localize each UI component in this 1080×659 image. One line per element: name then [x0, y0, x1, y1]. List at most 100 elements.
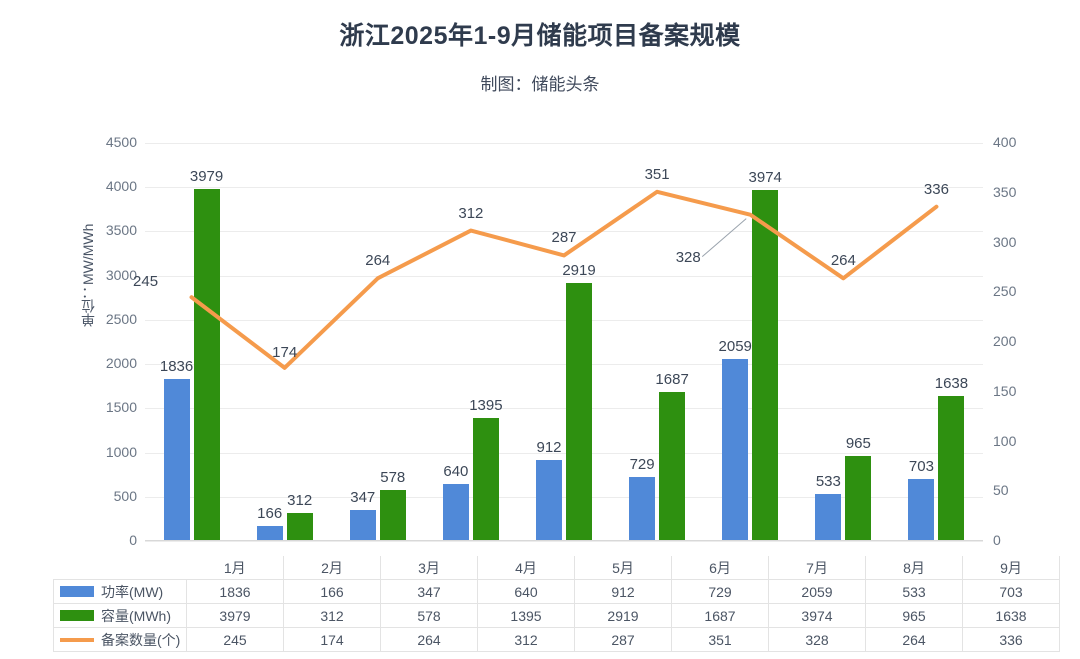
- legend-label: 功率(MW): [101, 583, 164, 600]
- bar-label-capacity: 965: [845, 434, 871, 452]
- bar-capacity: [472, 417, 499, 541]
- table-cell: 2059: [768, 579, 866, 604]
- table-column-header-month: 7月: [768, 556, 866, 580]
- label-leader-line: [701, 218, 747, 258]
- table-column-header-month: 5月: [574, 556, 672, 580]
- bar-power: [536, 460, 562, 541]
- y-axis-left-tick: 1500: [105, 399, 137, 416]
- bar-label-power: 640: [443, 463, 469, 481]
- legend-row-orangeline[interactable]: 备案数量(个): [53, 627, 187, 652]
- bar-label-power: 729: [629, 455, 655, 473]
- line-path-count: [189, 189, 939, 370]
- table-cell: 312: [477, 627, 575, 652]
- bar-power: [442, 484, 469, 541]
- y-axis-right-tick: 350: [993, 183, 1017, 200]
- legend-swatch-icon: [60, 610, 94, 621]
- table-cell: 264: [380, 627, 478, 652]
- table-cell: 328: [768, 627, 866, 652]
- line-label-count: 312: [458, 204, 484, 222]
- line-label-count: 174: [272, 343, 298, 361]
- bar-power: [256, 526, 283, 541]
- y-axis-left-tick: 0: [129, 532, 137, 548]
- gridline: [145, 187, 983, 189]
- table-row: 备案数量(个) 245 174 264 312 287 351 328 264 336: [53, 627, 1060, 652]
- y-axis-left-tick: 2000: [105, 355, 137, 372]
- y-axis-right-tick: 50: [993, 482, 1009, 499]
- bar-capacity: [379, 489, 406, 541]
- page-title: 浙江2025年1-9月储能项目备案规模: [339, 22, 741, 50]
- table-header-row: 1月 2月 3月 4月 5月 6月 7月 8月 9月: [54, 556, 1060, 580]
- bar-label-power: 1836: [159, 357, 194, 375]
- table-column-header-month: 8月: [865, 556, 963, 580]
- table-column-header-month: 2月: [283, 556, 381, 580]
- table-cell: 166: [283, 579, 381, 604]
- bar-label-power: 2059: [718, 337, 752, 355]
- gridline: [145, 408, 983, 410]
- bar-label-capacity: 1687: [655, 370, 689, 388]
- table-cell: 533: [865, 579, 963, 604]
- y-axis-left-tick: 1000: [105, 443, 137, 460]
- table-row: 容量(MWh) 3979 312 578 1395 2919 1687 3974 965 1638: [53, 603, 1060, 628]
- gridline: [145, 231, 983, 233]
- bar-capacity: [193, 189, 220, 541]
- table-row: 功率(MW) 1836 166 347 640 912 729 2059 533 703: [53, 579, 1060, 604]
- y-axis-left-tick: 3000: [105, 266, 137, 283]
- bar-label-capacity: 3974: [748, 168, 782, 186]
- table-column-header-month: 6月: [671, 556, 769, 580]
- bar-capacity: [659, 391, 686, 541]
- table-cell: 965: [865, 603, 963, 628]
- bar-capacity: [752, 189, 779, 541]
- bar-label-capacity: 1395: [469, 396, 503, 414]
- table-cell: 3979: [186, 603, 284, 628]
- chart-subtitle: 制图：储能头条: [480, 75, 600, 94]
- line-label-count: 245: [133, 273, 159, 291]
- table-cell: 1638: [962, 603, 1060, 628]
- legend-label: 备案数量(个): [101, 631, 181, 648]
- bar-label-capacity: 2919: [562, 261, 596, 279]
- bar-power: [815, 493, 842, 541]
- table-cell: 351: [671, 627, 769, 652]
- table-cell: 3974: [768, 603, 866, 628]
- gridline: [145, 452, 983, 454]
- table-column-header-month: 9月: [962, 556, 1060, 580]
- table-column-header-month: 1月: [186, 556, 284, 580]
- bar-label-capacity: 578: [380, 468, 406, 486]
- line-label-count: 264: [830, 252, 856, 270]
- bar-label-capacity: 1638: [934, 375, 969, 393]
- bar-capacity: [566, 282, 592, 541]
- table-cell: 703: [962, 579, 1060, 604]
- y-axis-right-tick: 150: [993, 382, 1017, 399]
- table-cell: 1395: [477, 603, 575, 628]
- table-cell: 578: [380, 603, 478, 628]
- table-cell: 245: [186, 627, 284, 652]
- bar-label-capacity: 312: [287, 492, 313, 510]
- bar-power: [722, 358, 749, 541]
- y-axis-left-tick: 500: [113, 487, 137, 504]
- table-cell: 174: [283, 627, 381, 652]
- table-cell: 2919: [574, 603, 672, 628]
- bar-label-power: 166: [257, 505, 283, 523]
- bar-power: [349, 510, 376, 541]
- bar-capacity: [845, 455, 872, 541]
- table-cell: 312: [283, 603, 381, 628]
- legend-swatch-icon: [60, 586, 94, 597]
- y-axis-right-tick: 200: [993, 333, 1017, 349]
- table-cell: 640: [477, 579, 575, 604]
- table-column-header-month: 3月: [380, 556, 478, 580]
- table-cell: 729: [671, 579, 769, 604]
- legend-row-bluebox[interactable]: 功率(MW): [53, 579, 187, 604]
- line-label-count: 287: [551, 229, 577, 247]
- legend-row-greenbox[interactable]: 容量(MWh): [53, 603, 187, 628]
- line-label-count: 351: [644, 165, 670, 183]
- y-axis-left-tick: 3500: [105, 222, 137, 239]
- bar-label-power: 912: [536, 439, 562, 457]
- table-column-header-month: 4月: [477, 556, 575, 580]
- y-axis-right-tick: 0: [993, 532, 1001, 548]
- bar-capacity: [286, 513, 313, 541]
- gridline: [145, 143, 983, 144]
- line-series-count: [189, 189, 939, 370]
- bar-power: [629, 476, 656, 541]
- y-axis-right-tick: 100: [993, 432, 1017, 449]
- legend-swatch-icon: [60, 637, 94, 642]
